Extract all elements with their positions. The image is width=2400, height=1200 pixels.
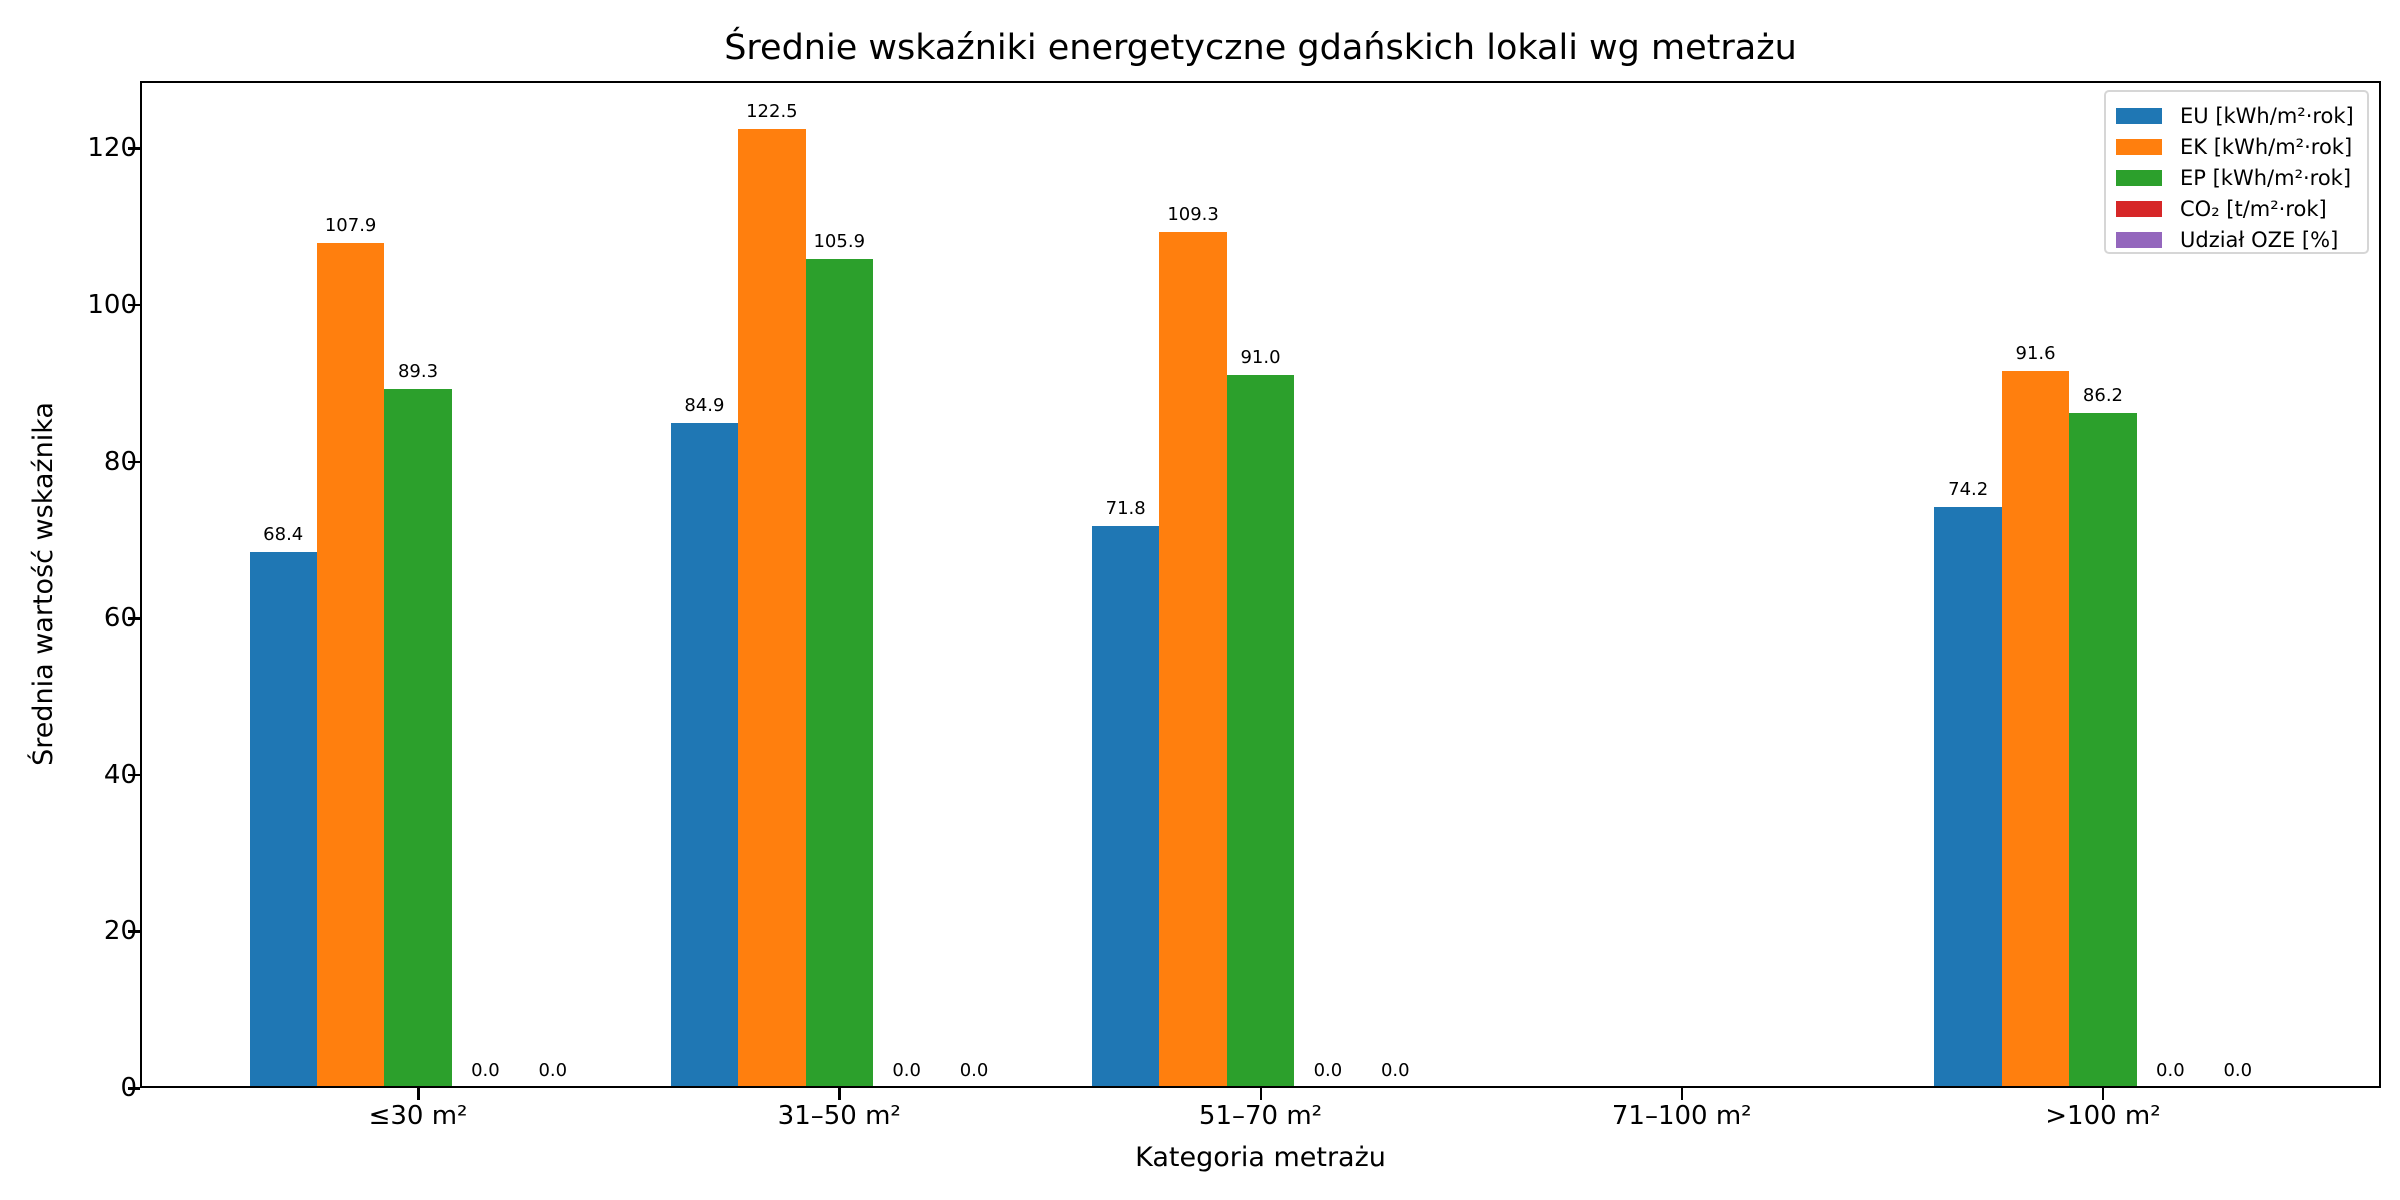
- x-tick-mark: [838, 1088, 841, 1100]
- bar-value-label: 0.0: [1313, 1060, 1343, 1081]
- y-axis-label: Średnia wartość wskaźnika: [28, 402, 59, 766]
- bar-value-label: 89.3: [397, 360, 439, 382]
- bar-value-label: 0.0: [2223, 1060, 2253, 1081]
- x-tick-mark: [417, 1088, 420, 1100]
- bar: [1934, 506, 2002, 1088]
- bar: [1092, 525, 1160, 1088]
- y-tick-label: 40: [103, 759, 137, 790]
- x-tick-mark: [1680, 1088, 1684, 1100]
- x-tick-label: ≤30 m²: [368, 1101, 468, 1131]
- legend-label: EU [kWh/m²·rok]: [2180, 103, 2354, 128]
- legend-item: Udział OZE [%]: [2116, 224, 2357, 255]
- legend-label: EK [kWh/m²·rok]: [2180, 134, 2353, 159]
- x-tick-label: >100 m²: [2045, 1101, 2161, 1131]
- legend-swatch-icon: [2116, 138, 2162, 155]
- axes-frame: [140, 81, 2381, 1088]
- legend-label: CO₂ [t/m²·rok]: [2180, 196, 2327, 221]
- bar: [1226, 375, 1295, 1088]
- y-tick-label: 80: [103, 446, 137, 477]
- bar-value-label: 0.0: [892, 1060, 921, 1081]
- y-tick-label: 120: [87, 133, 137, 164]
- bar-value-label: 74.2: [1948, 478, 1989, 500]
- bar-value-label: 91.0: [1240, 347, 1281, 369]
- y-tick-label: 100: [87, 289, 137, 320]
- y-tick-label: 20: [103, 916, 137, 947]
- legend-item: EK [kWh/m²·rok]: [2116, 131, 2357, 162]
- legend-swatch-icon: [2116, 200, 2162, 217]
- bar: [670, 423, 739, 1088]
- bar-value-label: 68.4: [263, 524, 304, 546]
- plot-area: 68.4 84.9 71.8 74.2 107.9 122.5 109.3 91.6 89.3 1…: [140, 81, 2381, 1088]
- x-axis-label: Kategoria metrażu: [1135, 1142, 1386, 1173]
- y-tick-mark: [128, 773, 140, 777]
- x-tick-label: 71–100 m²: [1611, 1101, 1752, 1131]
- bar-value-label: 0.0: [538, 1060, 568, 1081]
- bar: [2069, 413, 2137, 1088]
- bar: [249, 552, 317, 1088]
- y-tick-mark: [128, 460, 140, 464]
- legend-swatch-icon: [2116, 169, 2162, 186]
- y-tick-label: 60: [103, 603, 137, 634]
- bar-value-label: 84.9: [684, 395, 725, 417]
- bar: [2001, 370, 2070, 1088]
- bar-value-label: 0.0: [959, 1060, 989, 1081]
- bar: [1159, 232, 1227, 1088]
- legend-swatch-icon: [2116, 231, 2162, 248]
- bar-value-label: 86.2: [2082, 385, 2123, 406]
- legend-label: EP [kWh/m²·rok]: [2180, 165, 2352, 190]
- y-tick-mark: [128, 617, 140, 620]
- legend-label: Udział OZE [%]: [2180, 227, 2339, 252]
- x-tick-mark: [1259, 1088, 1262, 1100]
- bar-value-label: 105.9: [813, 230, 866, 252]
- legend: EU [kWh/m²·rok] EK [kWh/m²·rok] EP [kWh/m²…: [2104, 90, 2369, 254]
- bar: [316, 243, 385, 1088]
- bar-value-label: 107.9: [324, 215, 377, 237]
- legend-item: CO₂ [t/m²·rok]: [2116, 193, 2357, 224]
- bar-value-label: 0.0: [2156, 1060, 2185, 1081]
- y-tick-mark: [128, 303, 140, 307]
- bar-value-label: 109.3: [1167, 204, 1219, 226]
- legend-item: EP [kWh/m²·rok]: [2116, 162, 2357, 193]
- y-tick-label: 0: [120, 1073, 137, 1103]
- y-tick-mark: [128, 930, 140, 933]
- y-tick-mark: [128, 1087, 140, 1090]
- bar: [805, 258, 873, 1088]
- bar-value-label: 71.8: [1105, 497, 1146, 519]
- bar-value-label: 0.0: [471, 1060, 500, 1081]
- bar: [384, 388, 452, 1088]
- bar-value-label: 0.0: [1380, 1060, 1410, 1081]
- bar-value-label: 91.6: [2015, 342, 2056, 364]
- x-tick-label: 31–50 m²: [777, 1101, 901, 1131]
- legend-item: EU [kWh/m²·rok]: [2116, 100, 2357, 131]
- bar: [738, 128, 806, 1088]
- x-tick-label: 51–70 m²: [1198, 1101, 1323, 1131]
- chart-title: Średnie wskaźniki energetyczne gdańskich…: [724, 28, 1797, 68]
- x-tick-mark: [2101, 1088, 2105, 1100]
- bar-value-label: 122.5: [746, 100, 798, 122]
- y-tick-mark: [128, 147, 140, 150]
- legend-swatch-icon: [2116, 107, 2162, 124]
